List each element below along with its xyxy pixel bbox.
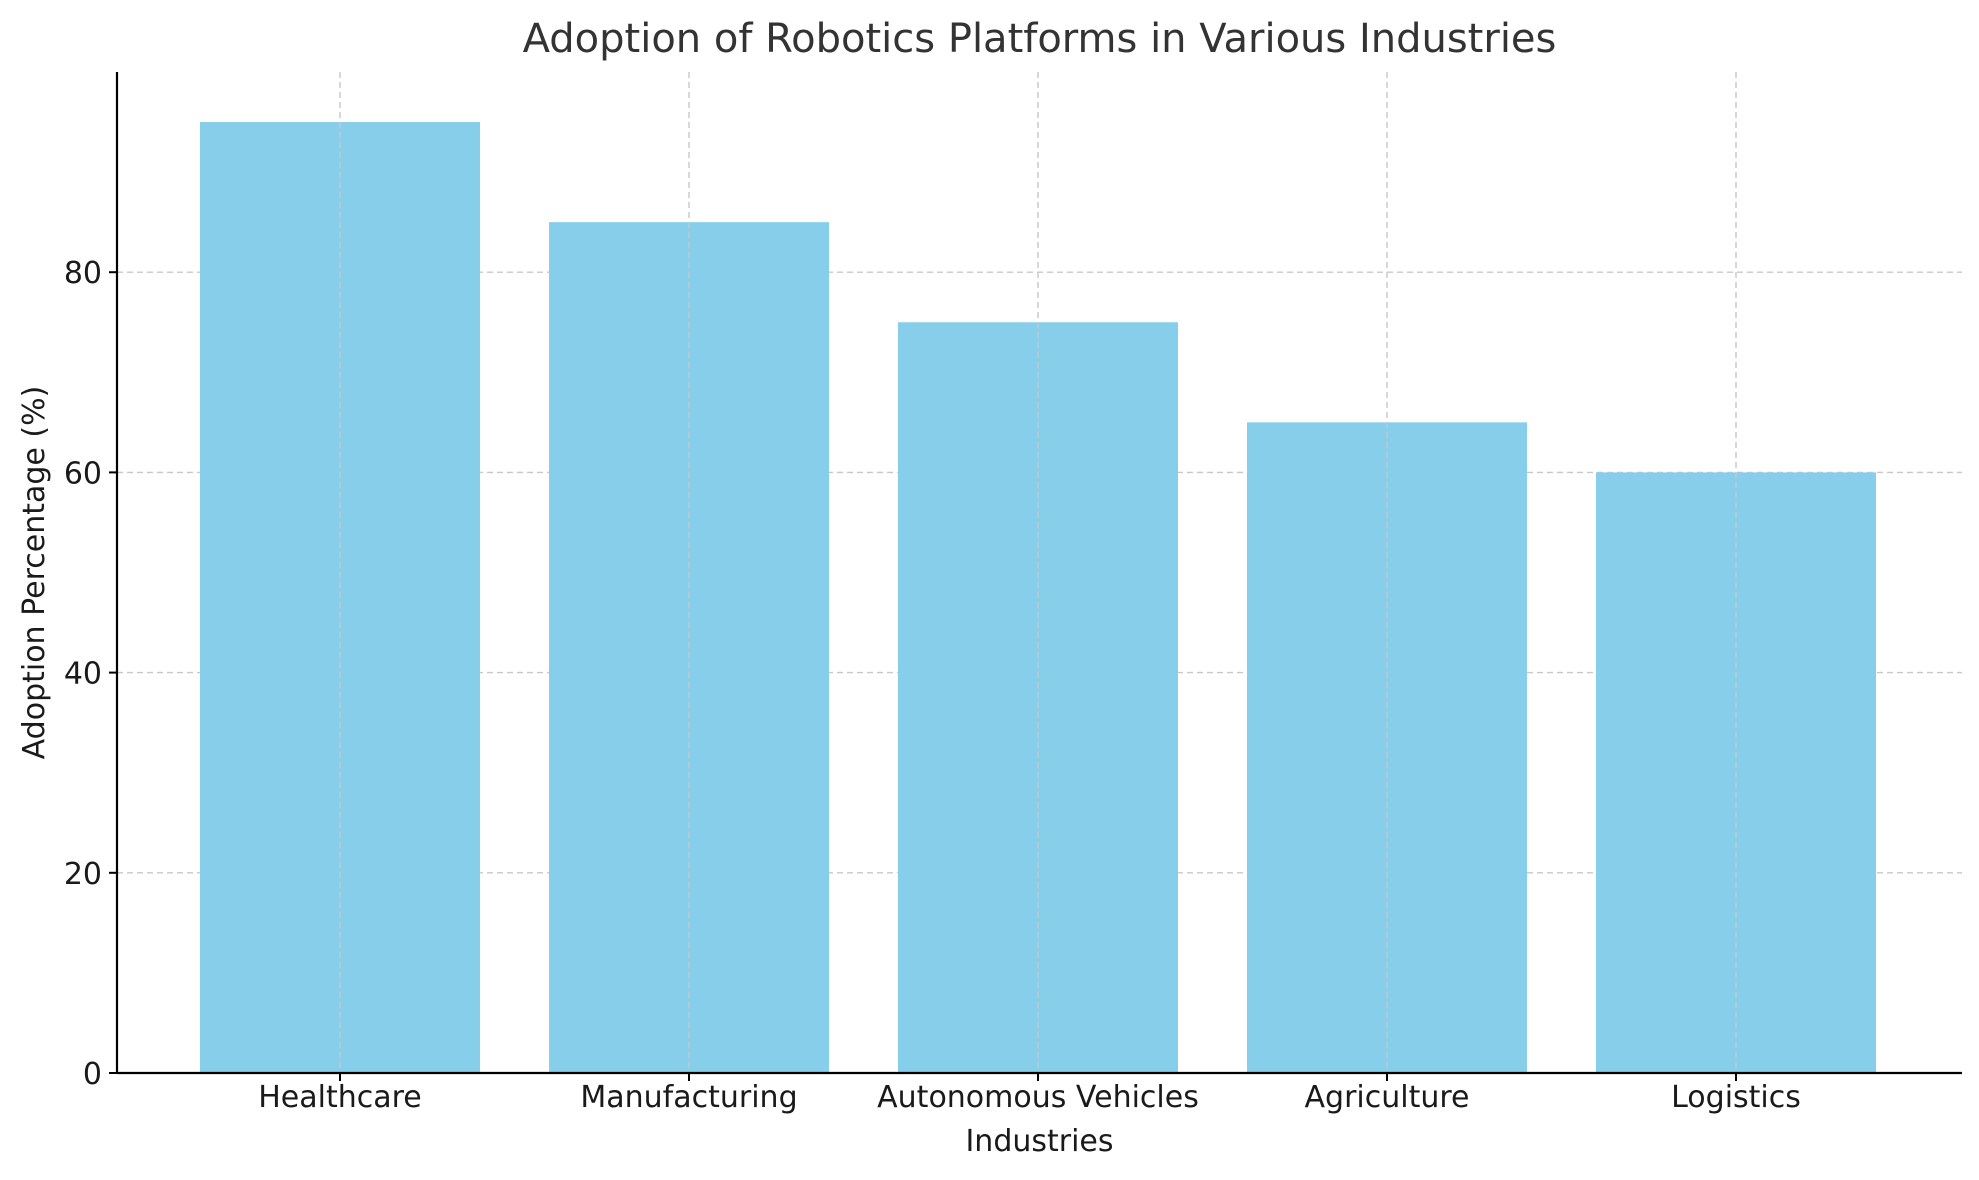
y-tick-label: 80 (64, 256, 102, 291)
x-tick-label: Manufacturing (580, 1080, 797, 1115)
y-axis-label: Adoption Percentage (%) (17, 386, 52, 760)
x-tick-label: Agriculture (1305, 1080, 1470, 1115)
chart-title: Adoption of Robotics Platforms in Variou… (523, 16, 1557, 62)
x-tick-label: Autonomous Vehicles (877, 1080, 1199, 1115)
x-axis-label: Industries (965, 1124, 1113, 1159)
y-tick-label: 40 (64, 657, 102, 692)
x-ticks: Healthcare Manufacturing Autonomous Vehicl… (258, 1073, 1801, 1115)
y-ticks: 0 20 40 60 80 (64, 256, 117, 1092)
y-tick-label: 0 (83, 1057, 102, 1092)
x-tick-label: Logistics (1671, 1080, 1801, 1115)
y-tick-label: 60 (64, 456, 102, 491)
axes-layer (115, 72, 1962, 1075)
y-tick-label: 20 (64, 857, 102, 892)
x-tick-label: Healthcare (258, 1080, 422, 1115)
